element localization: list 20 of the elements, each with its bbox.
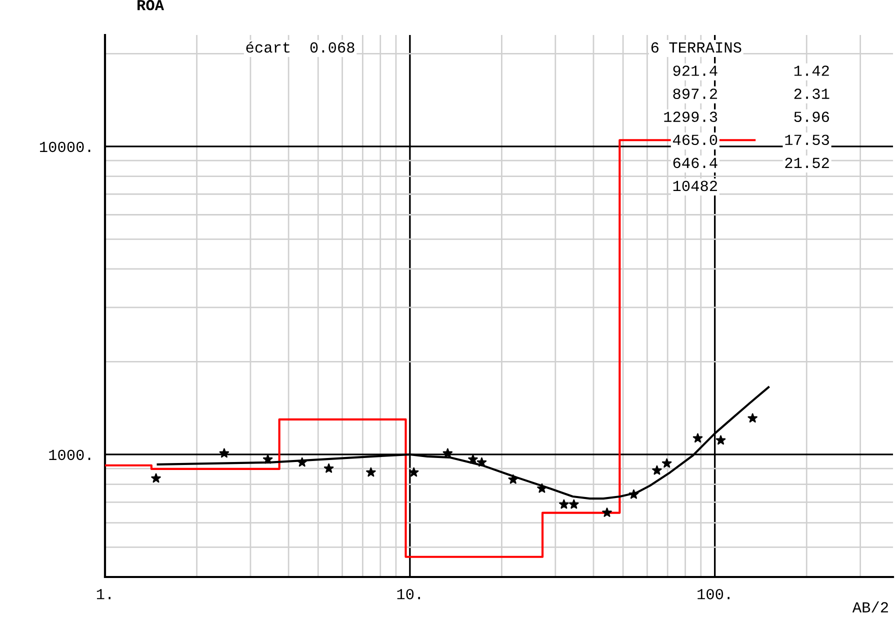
annotation: 2.31 [794,88,830,99]
annotation: écart 0.068 [246,42,354,53]
annotation: 465.0 [672,134,718,146]
annotation: 921.4 [673,66,718,76]
annotation: 5.96 [794,112,829,122]
annotation: 6 TERRAINS [651,42,742,53]
y-tick-label: 1000. [49,450,90,460]
annotation: 21.52 [785,158,829,168]
annotation: 1299.3 [664,112,718,122]
annotation: 17.53 [785,134,829,146]
annotation: 1.42 [794,66,829,76]
x-tick-label: 1. [96,589,110,600]
annotation: 897.2 [673,88,717,99]
x-axis-title: AB/2 [852,601,888,613]
y-tick-label: 10000. [40,142,90,152]
y-axis-title: ROA [138,0,164,10]
annotation: 646.4 [673,158,718,168]
x-tick-label: 10. [397,588,420,600]
annotation: 10482 [673,180,717,192]
x-tick-label: 100. [698,588,730,600]
